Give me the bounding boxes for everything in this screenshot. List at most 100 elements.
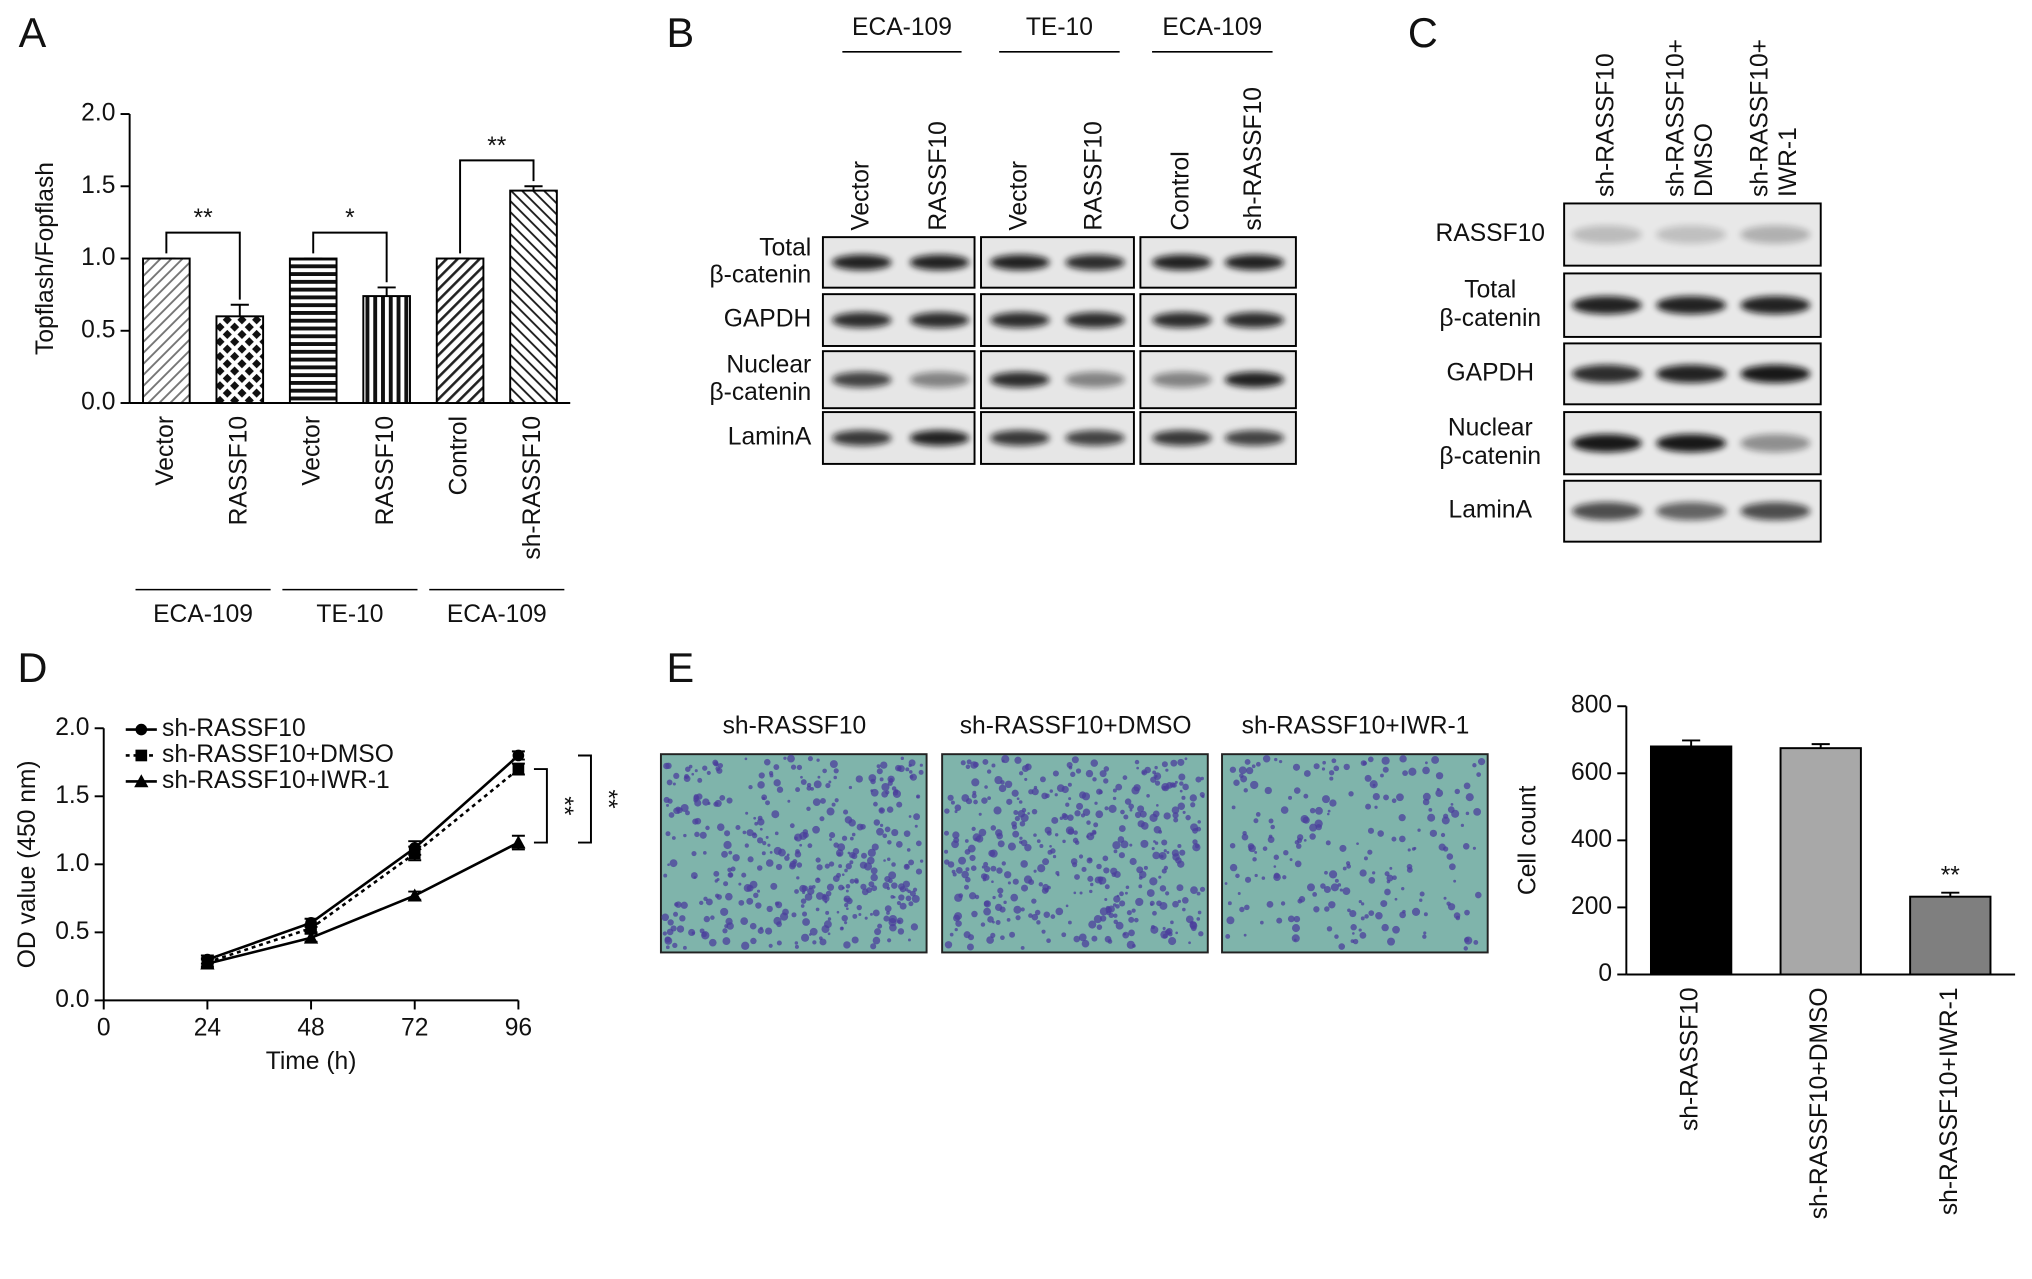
cell xyxy=(735,824,741,830)
cell xyxy=(1287,915,1295,923)
cell xyxy=(1154,765,1158,770)
cell xyxy=(876,768,883,775)
cell xyxy=(1137,805,1145,813)
cell xyxy=(1004,871,1012,879)
cell xyxy=(1309,833,1316,840)
cell xyxy=(888,871,897,880)
panel-label: C xyxy=(1408,9,1438,56)
cell xyxy=(1161,839,1168,846)
cell xyxy=(1175,931,1178,935)
cell xyxy=(746,829,754,837)
cell xyxy=(714,893,720,898)
cell xyxy=(1115,783,1123,791)
y-tick-label: 1.0 xyxy=(81,244,115,271)
cell xyxy=(899,902,907,910)
cell xyxy=(776,786,784,793)
cell xyxy=(1137,820,1145,828)
cell xyxy=(715,762,719,766)
cell xyxy=(845,863,852,870)
cell xyxy=(887,840,892,845)
significance-bracket xyxy=(312,231,388,283)
cell xyxy=(1454,788,1460,795)
cell xyxy=(1274,757,1278,762)
cell xyxy=(965,867,970,872)
cell xyxy=(836,872,842,878)
cell xyxy=(1017,809,1026,818)
cell xyxy=(1427,813,1436,822)
cell xyxy=(749,922,757,930)
cell xyxy=(1163,865,1169,871)
cell xyxy=(1018,800,1023,804)
cell xyxy=(1190,886,1198,895)
cell xyxy=(809,927,818,936)
cell xyxy=(1094,801,1098,805)
cell xyxy=(968,892,977,900)
cell xyxy=(1020,907,1025,912)
cell xyxy=(746,897,754,905)
cell xyxy=(1270,824,1275,830)
cell xyxy=(1135,897,1144,907)
cell xyxy=(794,944,799,949)
row-label: Nuclear xyxy=(1448,414,1533,441)
point xyxy=(200,956,215,970)
cell xyxy=(1128,803,1135,810)
cell xyxy=(1369,780,1378,789)
cell xyxy=(1089,889,1093,894)
cell xyxy=(791,912,797,918)
image-label: sh-RASSF10+IWR-1 xyxy=(1242,712,1470,739)
cell xyxy=(799,843,803,847)
cell xyxy=(693,794,699,800)
cell xyxy=(703,896,708,902)
cell xyxy=(720,907,729,916)
y-tick-label: 0.0 xyxy=(81,389,115,416)
cell xyxy=(825,782,831,789)
cell xyxy=(1036,920,1041,925)
cell xyxy=(1190,925,1197,932)
x-tick-label: 96 xyxy=(505,1014,532,1041)
cell xyxy=(776,921,782,928)
cell xyxy=(1170,920,1174,925)
cell xyxy=(1154,775,1158,778)
cell xyxy=(685,810,690,816)
point xyxy=(512,763,525,775)
cell xyxy=(919,859,924,863)
cell xyxy=(765,927,773,935)
cell xyxy=(702,765,708,771)
cell xyxy=(668,812,675,818)
cell xyxy=(703,851,707,855)
cell xyxy=(915,840,922,847)
cell xyxy=(903,830,911,837)
cell xyxy=(1171,782,1177,788)
cell xyxy=(966,943,974,951)
cell xyxy=(952,872,957,877)
cell xyxy=(843,895,851,903)
cell xyxy=(849,851,856,859)
cell xyxy=(1231,805,1236,810)
cell xyxy=(1334,878,1339,883)
cell xyxy=(871,843,879,851)
lane-label: sh-RASSF10 xyxy=(1240,87,1267,231)
cell xyxy=(683,833,687,838)
cell xyxy=(1381,923,1389,932)
cell xyxy=(1016,797,1020,801)
cell xyxy=(997,840,1005,848)
significance-label: ** xyxy=(594,789,621,809)
cell xyxy=(1115,921,1124,930)
cell xyxy=(1165,891,1170,896)
cell xyxy=(1392,925,1400,934)
cell xyxy=(1104,884,1110,890)
cell xyxy=(1455,915,1461,921)
micrograph-bg xyxy=(1221,753,1489,954)
cell xyxy=(1245,766,1254,775)
cell xyxy=(1078,933,1087,942)
cell xyxy=(1294,860,1302,868)
significance-label: ** xyxy=(550,796,577,816)
cell xyxy=(1229,842,1236,849)
cell xyxy=(983,907,992,916)
cell xyxy=(742,830,747,835)
cell xyxy=(978,828,987,837)
bar xyxy=(1649,745,1733,976)
cell xyxy=(1197,820,1201,824)
cell xyxy=(1124,891,1128,895)
blot-band xyxy=(1571,434,1642,453)
